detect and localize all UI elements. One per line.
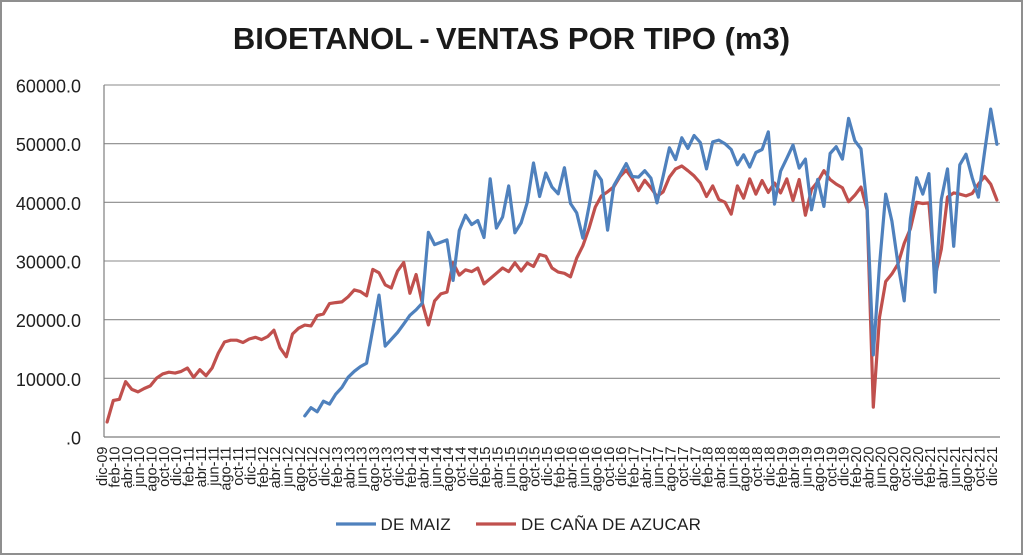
svg-text:oct-15: oct-15 xyxy=(528,447,544,487)
svg-text:feb-18: feb-18 xyxy=(701,447,717,488)
svg-text:oct-16: oct-16 xyxy=(602,447,618,487)
svg-text:feb-19: feb-19 xyxy=(775,447,791,488)
svg-text:feb-14: feb-14 xyxy=(404,447,420,488)
svg-text:abr-15: abr-15 xyxy=(491,447,507,489)
svg-text:oct-18: oct-18 xyxy=(750,447,766,487)
svg-text:dic-21: dic-21 xyxy=(985,447,1001,487)
svg-text:dic-12: dic-12 xyxy=(318,447,334,487)
svg-text:ago-21: ago-21 xyxy=(960,447,976,492)
svg-text:ago-19: ago-19 xyxy=(812,447,828,492)
svg-text:abr-21: abr-21 xyxy=(935,447,951,489)
svg-text:ago-12: ago-12 xyxy=(293,447,309,492)
svg-text:ago-16: ago-16 xyxy=(589,447,605,492)
svg-text:ago-15: ago-15 xyxy=(515,447,531,492)
svg-text:DE CAÑA DE AZUCAR: DE CAÑA DE AZUCAR xyxy=(521,515,701,534)
svg-text:dic-15: dic-15 xyxy=(540,447,556,487)
svg-text:jun-13: jun-13 xyxy=(355,447,371,488)
svg-text:jun-11: jun-11 xyxy=(206,447,222,487)
svg-text:ago-10: ago-10 xyxy=(145,447,161,492)
svg-text:dic-16: dic-16 xyxy=(614,447,630,487)
svg-text:abr-19: abr-19 xyxy=(787,447,803,489)
svg-text:jun-15: jun-15 xyxy=(503,447,519,488)
svg-text:jun-21: jun-21 xyxy=(948,447,964,488)
svg-text:feb-12: feb-12 xyxy=(256,447,272,488)
svg-text:ago-17: ago-17 xyxy=(664,447,680,492)
svg-text:abr-11: abr-11 xyxy=(194,447,210,488)
svg-text:10000.0: 10000.0 xyxy=(16,370,81,390)
svg-text:60000.0: 60000.0 xyxy=(16,77,81,97)
svg-text:ago-20: ago-20 xyxy=(886,447,902,492)
svg-text:oct-14: oct-14 xyxy=(453,447,469,487)
svg-text:jun-14: jun-14 xyxy=(429,447,445,488)
svg-text:oct-11: oct-11 xyxy=(231,447,247,486)
svg-text:dic-17: dic-17 xyxy=(688,447,704,487)
svg-text:jun-17: jun-17 xyxy=(651,447,667,488)
svg-text:feb-20: feb-20 xyxy=(849,447,865,488)
svg-text:oct-13: oct-13 xyxy=(379,447,395,487)
svg-text:dic-10: dic-10 xyxy=(169,447,185,487)
svg-text:feb-15: feb-15 xyxy=(478,447,494,488)
svg-text:jun-16: jun-16 xyxy=(577,447,593,488)
svg-text:jun-19: jun-19 xyxy=(800,447,816,488)
svg-text:dic-11: dic-11 xyxy=(243,447,259,485)
svg-text:dic-13: dic-13 xyxy=(392,447,408,487)
svg-text:jun-12: jun-12 xyxy=(280,447,296,488)
svg-text:ago-14: ago-14 xyxy=(441,447,457,492)
svg-text:feb-16: feb-16 xyxy=(552,447,568,488)
svg-text:abr-17: abr-17 xyxy=(639,447,655,489)
svg-text:feb-21: feb-21 xyxy=(923,447,939,488)
svg-text:dic-18: dic-18 xyxy=(762,447,778,487)
svg-text:dic-14: dic-14 xyxy=(466,447,482,487)
svg-text:oct-17: oct-17 xyxy=(676,447,692,487)
svg-text:feb-13: feb-13 xyxy=(330,447,346,488)
svg-text:40000.0: 40000.0 xyxy=(16,194,81,214)
svg-text:abr-16: abr-16 xyxy=(565,447,581,489)
svg-text:jun-10: jun-10 xyxy=(132,447,148,488)
svg-text:abr-14: abr-14 xyxy=(416,447,432,489)
svg-text:ago-13: ago-13 xyxy=(367,447,383,492)
svg-text:50000.0: 50000.0 xyxy=(16,135,81,155)
svg-text:feb-10: feb-10 xyxy=(107,447,123,488)
svg-text:jun-18: jun-18 xyxy=(725,447,741,488)
svg-text:oct-10: oct-10 xyxy=(157,447,173,487)
svg-text:abr-20: abr-20 xyxy=(861,447,877,489)
svg-text:ago-18: ago-18 xyxy=(738,447,754,492)
svg-text:20000.0: 20000.0 xyxy=(16,311,81,331)
svg-text:30000.0: 30000.0 xyxy=(16,253,81,273)
svg-text:oct-19: oct-19 xyxy=(824,447,840,487)
svg-text:feb-11: feb-11 xyxy=(182,447,198,487)
svg-text:jun-20: jun-20 xyxy=(874,447,890,488)
svg-text:DE MAIZ: DE MAIZ xyxy=(381,515,451,534)
svg-text:dic-20: dic-20 xyxy=(911,447,927,487)
svg-text:dic-19: dic-19 xyxy=(837,447,853,487)
svg-text:oct-20: oct-20 xyxy=(898,447,914,487)
svg-text:oct-21: oct-21 xyxy=(973,447,989,487)
svg-text:abr-13: abr-13 xyxy=(342,447,358,489)
svg-text:.0: .0 xyxy=(66,429,81,449)
svg-text:abr-18: abr-18 xyxy=(713,447,729,489)
svg-text:feb-17: feb-17 xyxy=(627,447,643,488)
svg-text:abr-12: abr-12 xyxy=(268,447,284,489)
svg-text:oct-12: oct-12 xyxy=(305,447,321,487)
svg-text:dic-09: dic-09 xyxy=(95,447,111,487)
svg-text:abr-10: abr-10 xyxy=(120,447,136,489)
svg-text:ago-11: ago-11 xyxy=(219,447,235,491)
